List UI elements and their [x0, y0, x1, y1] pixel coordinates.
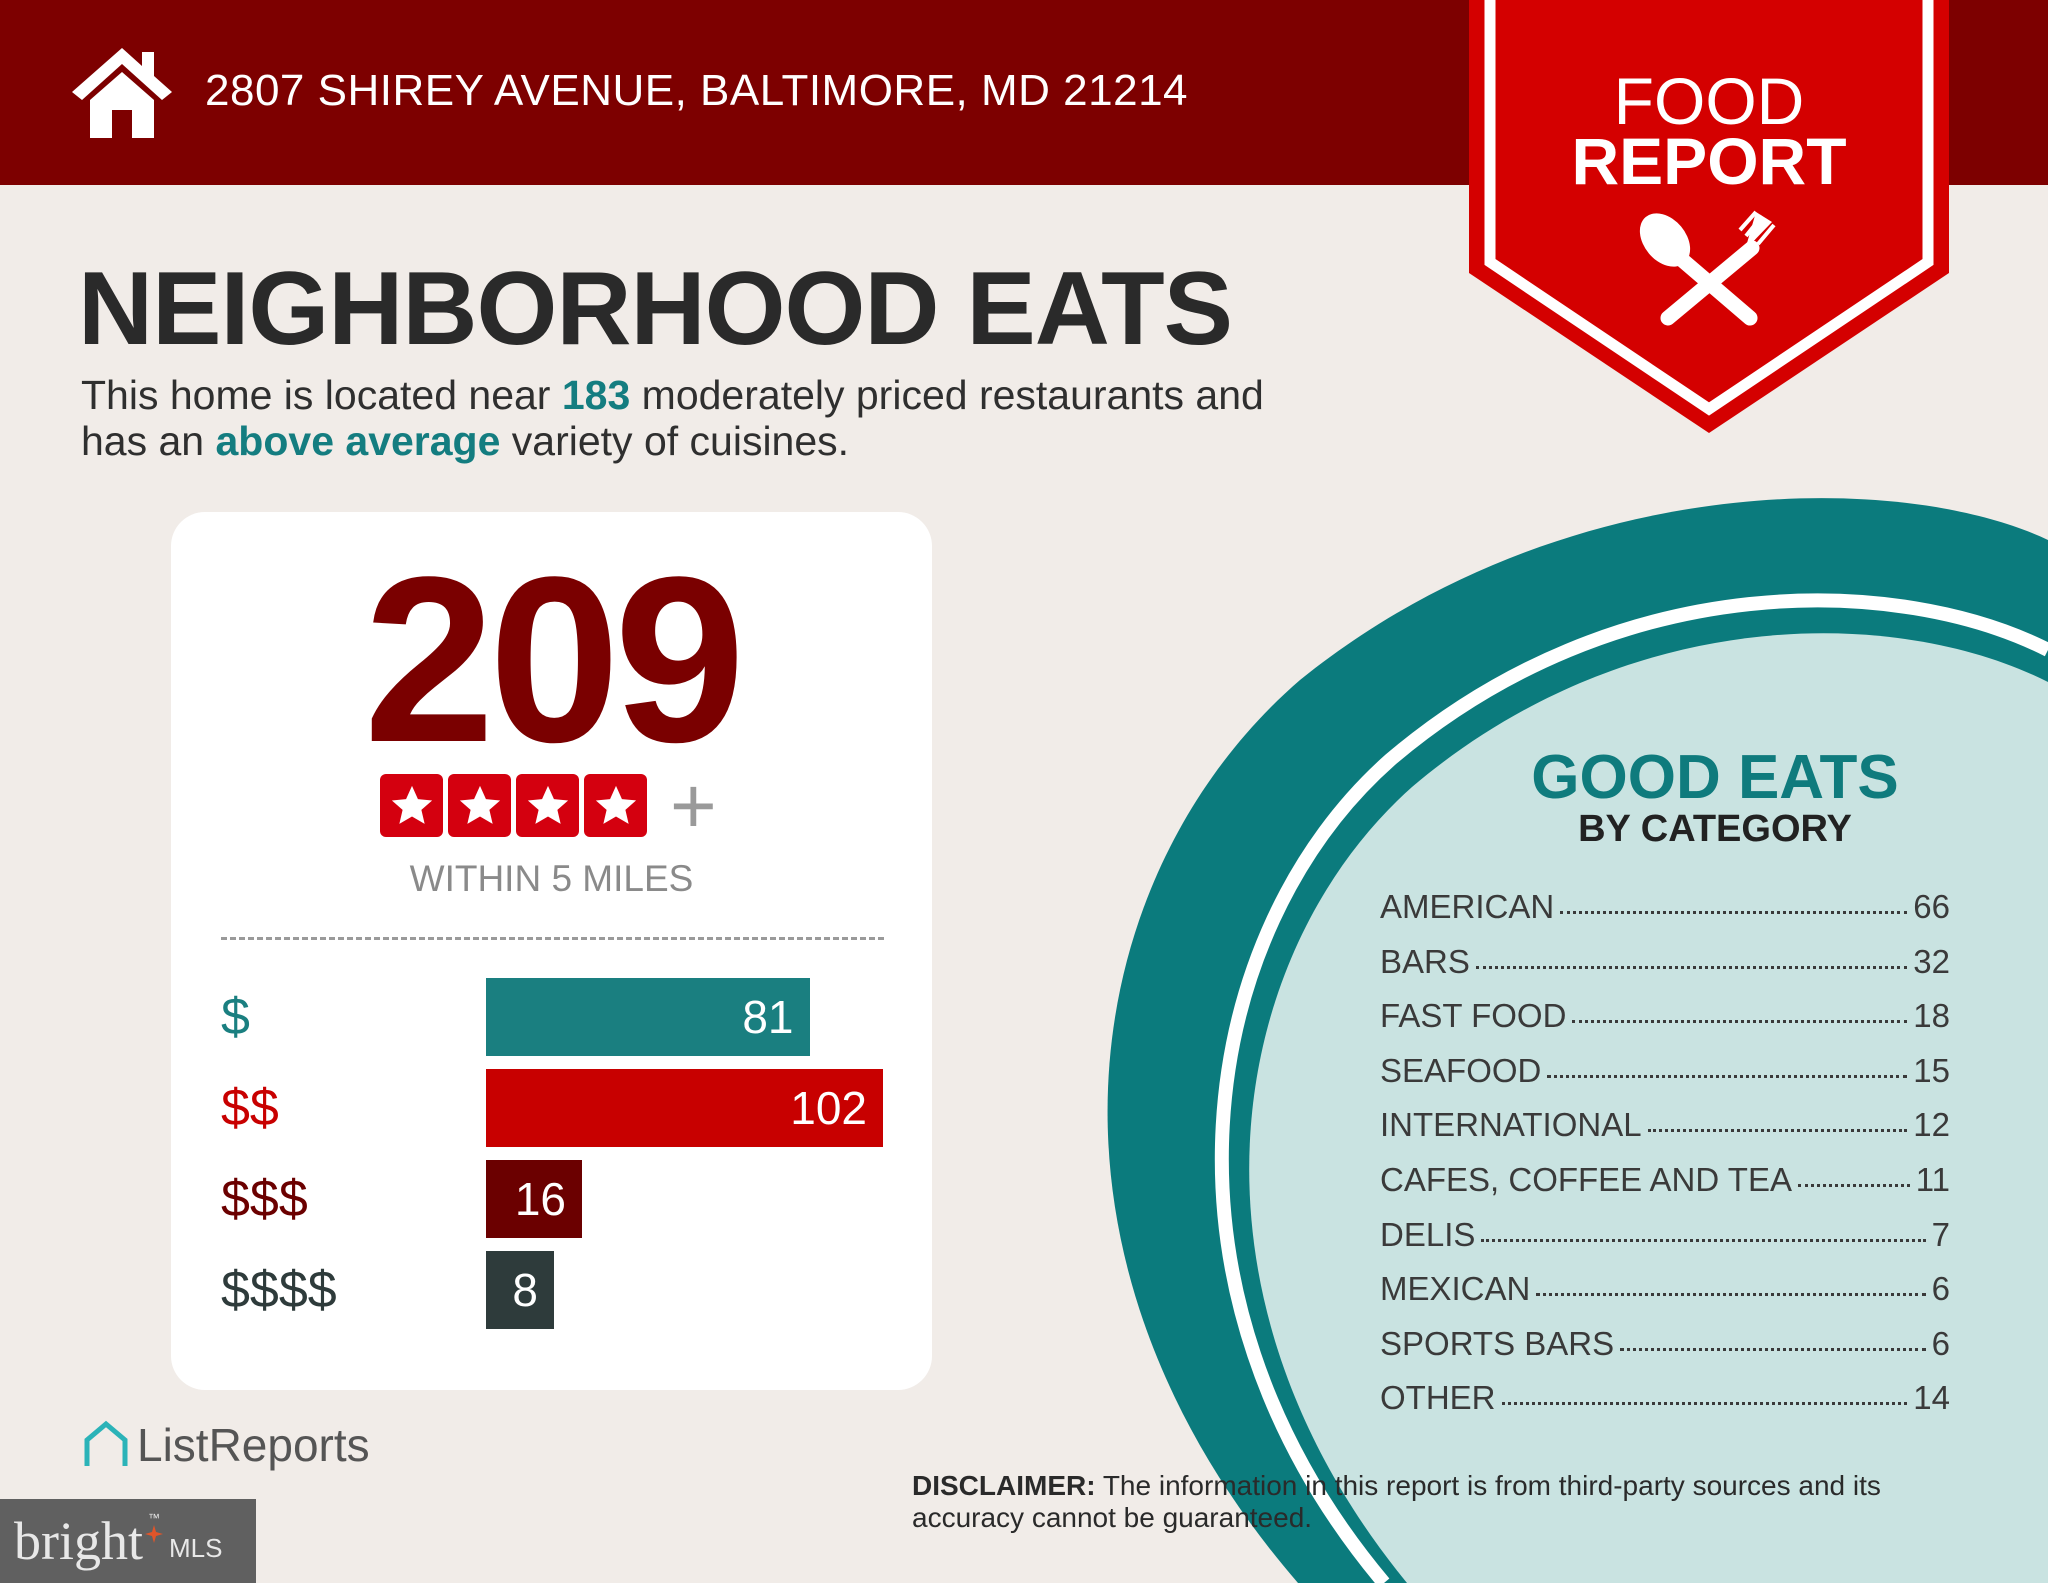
category-label: SPORTS BARS	[1380, 1324, 1615, 1362]
category-row: SEAFOOD 15	[1380, 1052, 1950, 1092]
good-eats-subtitle: BY CATEGORY	[1578, 808, 1852, 850]
category-row: DELIS 7	[1380, 1216, 1950, 1256]
property-address: 2807 SHIREY AVENUE, BALTIMORE, MD 21214	[205, 66, 1189, 115]
dot-leader	[1647, 1129, 1908, 1133]
total-restaurants: 209	[363, 528, 746, 792]
category-row: SPORTS BARS 6	[1380, 1325, 1950, 1365]
subtitle-text: variety of cuisines.	[500, 418, 850, 464]
star-accent-icon	[145, 1525, 163, 1543]
category-row: CAFES, COFFEE AND TEA 11	[1380, 1161, 1950, 1201]
category-count: 15	[1913, 1051, 1950, 1089]
dot-leader	[1572, 1020, 1908, 1024]
category-count: 6	[1931, 1324, 1950, 1362]
category-row: OTHER 14	[1380, 1379, 1950, 1419]
price-tier-bar: 16	[486, 1160, 582, 1238]
listreports-house-icon	[84, 1420, 128, 1466]
dot-leader	[1797, 1184, 1910, 1187]
category-label: MEXICAN	[1380, 1270, 1531, 1308]
subtitle-text: This home is located near	[81, 372, 562, 418]
category-label: OTHER	[1380, 1379, 1496, 1417]
category-label: DELIS	[1380, 1215, 1476, 1253]
dot-leader	[1620, 1347, 1926, 1351]
bright-text: bright	[14, 1511, 143, 1571]
divider	[221, 937, 884, 940]
star-icon	[516, 774, 579, 837]
disclaimer: DISCLAIMER: The information in this repo…	[912, 1470, 1972, 1534]
star-rating: +	[380, 761, 717, 850]
summary-card: 209 + WITHIN 5 MILES $81 $$ 102 $$$ 16 $$$$ 8	[171, 512, 932, 1390]
good-eats-title: GOOD EATS	[1531, 743, 1899, 812]
category-count: 18	[1913, 997, 1950, 1035]
category-count: 6	[1931, 1270, 1950, 1308]
restaurant-count: 183	[561, 372, 631, 418]
page-subtitle: This home is located near 183 moderately…	[81, 372, 1264, 464]
bright-mls-logo: bright ™ MLS	[0, 1499, 256, 1583]
mls-text: MLS	[169, 1533, 223, 1563]
star-icon	[380, 774, 443, 837]
price-tier-bar: 102	[486, 1069, 883, 1147]
price-tier-label: $$$	[221, 1170, 308, 1228]
subtitle-text: moderately priced restaurants and	[630, 372, 1264, 418]
spoon-fork-icon	[1639, 210, 1776, 326]
bright-accent: ™	[145, 1511, 163, 1543]
price-tier-label: $$$$	[221, 1261, 337, 1319]
category-row: FAST FOOD 18	[1380, 997, 1950, 1037]
category-label: FAST FOOD	[1380, 997, 1567, 1035]
category-count: 11	[1915, 1161, 1950, 1198]
dot-leader	[1536, 1293, 1926, 1297]
category-count: 7	[1931, 1215, 1950, 1253]
category-row: MEXICAN 6	[1380, 1270, 1950, 1310]
listreports-logo: ListReports	[81, 1418, 370, 1472]
price-tier-label: $$	[221, 1079, 279, 1137]
dot-leader	[1501, 1402, 1908, 1406]
house-icon	[72, 48, 172, 138]
banner-line-2: REPORT	[1571, 124, 1847, 198]
dot-leader	[1481, 1238, 1926, 1242]
star-icon	[448, 774, 511, 837]
category-row: AMERICAN 66	[1380, 888, 1950, 928]
listreports-text: ListReports	[137, 1419, 370, 1471]
category-row: BARS 32	[1380, 943, 1950, 983]
trademark: ™	[148, 1511, 160, 1525]
page-title: NEIGHBORHOOD EATS	[78, 251, 1233, 367]
dot-leader	[1547, 1074, 1908, 1078]
subtitle-text: has an	[81, 418, 216, 464]
price-tier-bar: 81	[486, 978, 810, 1056]
category-count: 32	[1913, 942, 1950, 980]
category-label: INTERNATIONAL	[1380, 1106, 1642, 1144]
star-icon	[584, 774, 647, 837]
category-row: INTERNATIONAL 12	[1380, 1106, 1950, 1146]
plus-sign: +	[670, 761, 717, 850]
category-count: 12	[1913, 1106, 1950, 1144]
category-label: CAFES, COFFEE AND TEA	[1380, 1161, 1792, 1198]
disclaimer-text: The information in this report is from t…	[912, 1470, 1881, 1533]
dot-leader	[1475, 965, 1908, 969]
price-tier-label: $	[221, 988, 250, 1046]
price-tier-bar: 8	[486, 1251, 554, 1329]
food-report-banner	[1469, 0, 1949, 433]
radius-label: WITHIN 5 MILES	[409, 858, 694, 899]
disclaimer-label: DISCLAIMER:	[912, 1470, 1096, 1501]
banner-line-1: FOOD	[1613, 64, 1805, 138]
category-label: SEAFOOD	[1380, 1051, 1542, 1089]
category-count: 14	[1913, 1379, 1950, 1417]
variety-rating: above average	[215, 418, 501, 464]
category-count: 66	[1913, 888, 1950, 925]
dot-leader	[1560, 911, 1908, 914]
category-label: BARS	[1380, 942, 1470, 980]
category-label: AMERICAN	[1380, 888, 1555, 925]
